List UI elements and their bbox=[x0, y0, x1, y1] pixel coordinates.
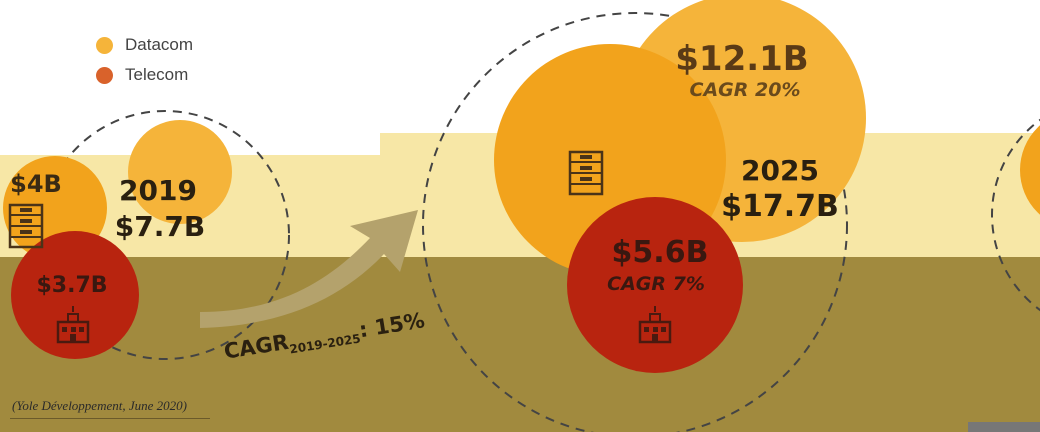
cagr-telecom-2025: CAGR 7% bbox=[607, 273, 705, 295]
value-datacom-2025: $12.1B bbox=[675, 39, 808, 79]
growth-cagr-value: : 15% bbox=[357, 308, 426, 342]
year-2025: 2025 bbox=[741, 154, 819, 187]
value-telecom-2019: $3.7B bbox=[36, 273, 107, 298]
cagr-datacom-2025: CAGR 20% bbox=[690, 79, 801, 101]
corner-block bbox=[968, 422, 1040, 432]
value-datacom-2019: $4B bbox=[10, 170, 62, 198]
legend: Datacom Telecom bbox=[96, 30, 193, 90]
next-bubble-partial bbox=[1020, 125, 1040, 215]
growth-cagr-years: 2019-2025 bbox=[289, 331, 362, 356]
bubble-telecom-2025 bbox=[567, 197, 743, 373]
total-2025: $17.7B bbox=[721, 189, 839, 224]
legend-label-datacom: Datacom bbox=[125, 35, 194, 54]
growth-cagr-label: CAGR bbox=[222, 330, 290, 364]
source-note: (Yole Développement, June 2020) bbox=[12, 398, 187, 413]
total-ring-2025 bbox=[422, 12, 848, 432]
value-telecom-2025: $5.6B bbox=[612, 235, 709, 270]
growth-arrow bbox=[200, 210, 418, 328]
year-2019: 2019 bbox=[119, 174, 197, 207]
bubble-telecom-2019 bbox=[11, 231, 139, 359]
next-ring-partial bbox=[991, 118, 1040, 312]
total-2019: $7.7B bbox=[115, 210, 205, 243]
legend-dot-telecom bbox=[96, 66, 113, 84]
bubble-datacom-2019-back bbox=[128, 120, 232, 224]
legend-item-telecom: Telecom bbox=[96, 60, 193, 90]
legend-dot-datacom bbox=[96, 36, 113, 54]
source-divider bbox=[10, 418, 210, 419]
legend-item-datacom: Datacom bbox=[96, 30, 193, 60]
legend-label-telecom: Telecom bbox=[125, 65, 189, 84]
